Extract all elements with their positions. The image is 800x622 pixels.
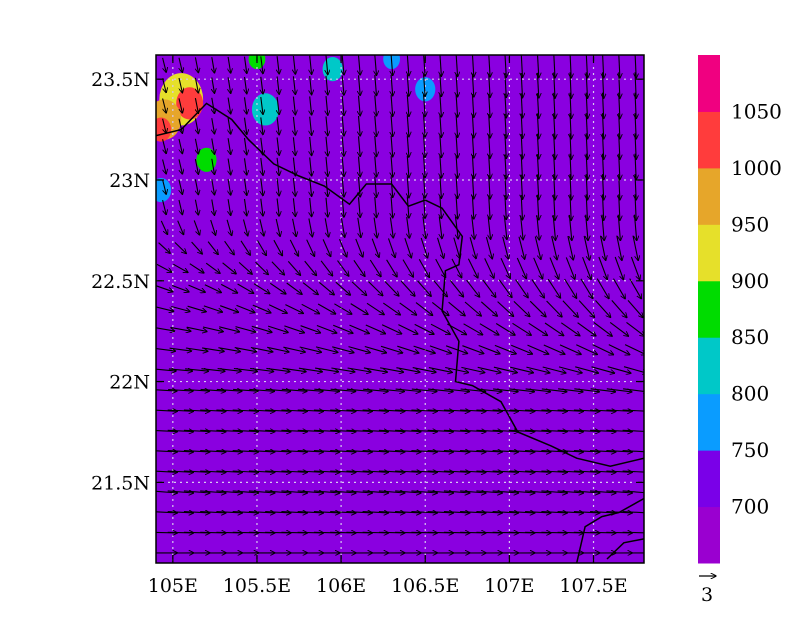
colorbar-label: 900 [731, 269, 769, 293]
colorbar-label: 700 [731, 495, 769, 519]
field-contour-blob [151, 117, 171, 141]
colorbar-segment [698, 224, 720, 281]
colorbar-segment [698, 507, 720, 564]
colorbar-segment [698, 281, 720, 338]
lon-tick-label: 107E [484, 575, 534, 597]
lat-tick-label: 22N [109, 372, 150, 394]
lon-tick-label: 106E [316, 575, 366, 597]
colorbar: 700 750 800 850 900 950 1000 1050 [698, 55, 782, 564]
colorbar-label: 1000 [731, 156, 782, 180]
vector-key: 3 [699, 576, 716, 606]
colorbar-label: 750 [731, 438, 769, 462]
colorbar-label: 950 [731, 212, 769, 236]
colorbar-label: 850 [731, 325, 769, 349]
field-contour-blob [252, 93, 279, 125]
colorbar-segment [698, 55, 720, 112]
colorbar-segment [698, 111, 720, 168]
lon-tick-label: 105.5E [223, 575, 291, 597]
lon-tick-label: 105E [148, 575, 198, 597]
lat-tick-label: 23N [109, 170, 150, 192]
lon-tick-label: 106.5E [391, 575, 459, 597]
field-contour-blob [151, 178, 171, 202]
colorbar-segment [698, 394, 720, 451]
colorbar-segment [698, 168, 720, 225]
colorbar-segment [698, 337, 720, 394]
colorbar-label: 1050 [731, 99, 782, 123]
colorbar-label: 800 [731, 382, 769, 406]
vector-key-label: 3 [701, 584, 713, 606]
colorbar-segment [698, 450, 720, 507]
lat-tick-label: 21.5N [91, 472, 150, 494]
lat-tick-label: 23.5N [91, 69, 150, 91]
lon-tick-label: 107.5E [559, 575, 627, 597]
lat-tick-label: 22.5N [91, 271, 150, 293]
